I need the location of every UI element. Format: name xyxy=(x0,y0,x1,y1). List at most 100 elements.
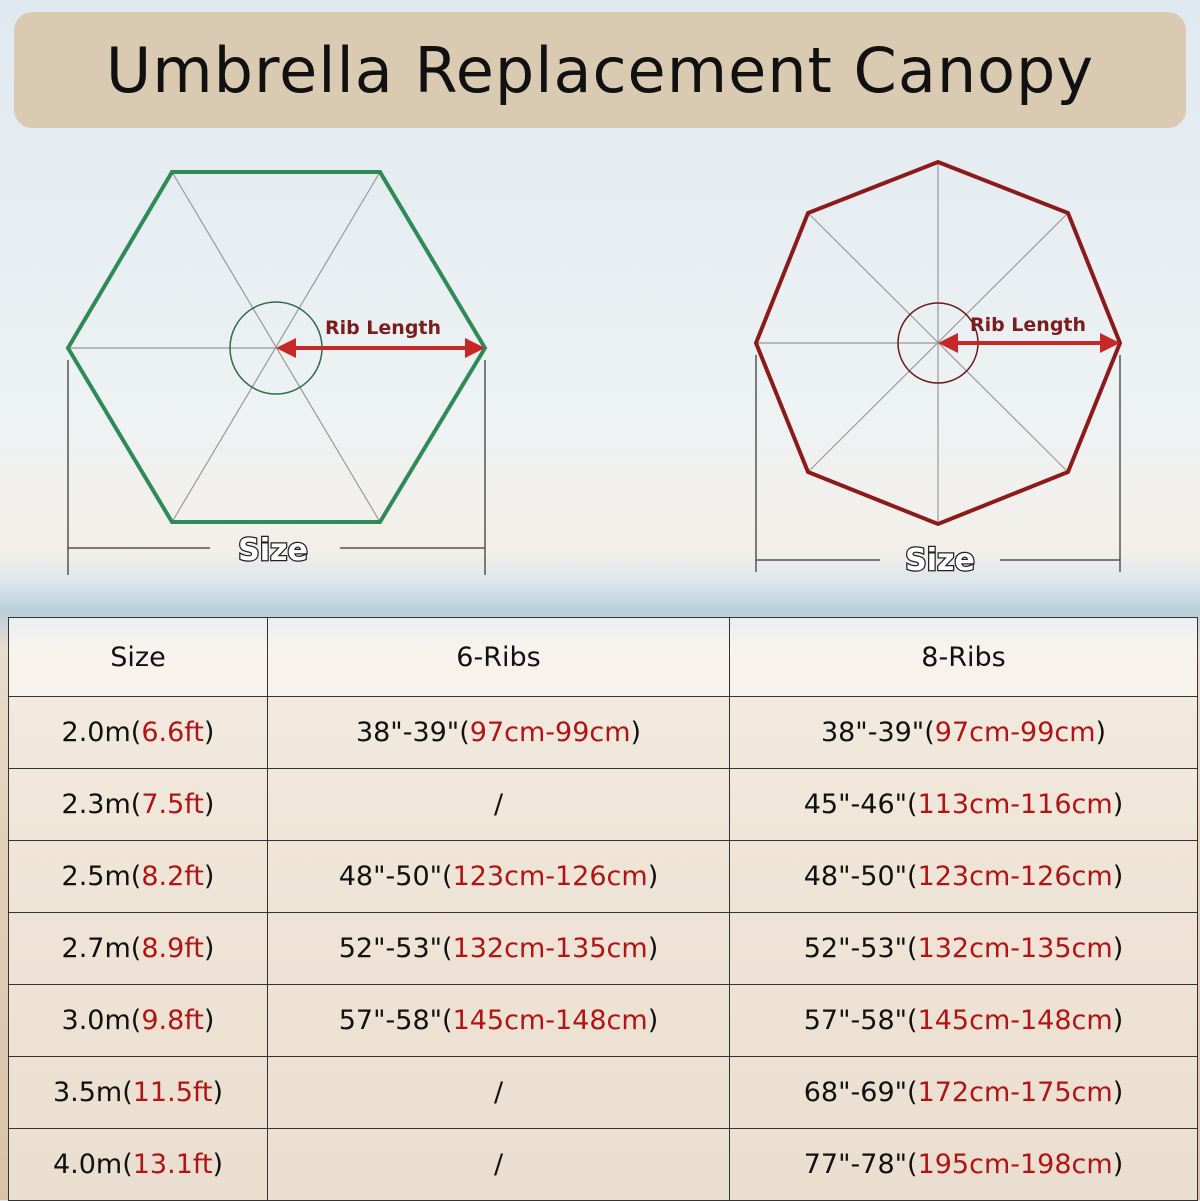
cell-text: ) xyxy=(212,1077,224,1108)
cell-text: 52"-53"( xyxy=(338,933,453,964)
cell-text: ) xyxy=(1112,1149,1124,1180)
cell-text: ) xyxy=(1112,1005,1124,1036)
size-label: Size xyxy=(905,543,975,578)
metric-value: 132cm-135cm xyxy=(917,933,1113,964)
table-cell: 68"-69"(172cm-175cm) xyxy=(730,1057,1198,1128)
cell-text: / xyxy=(493,789,504,820)
table-cell: 77"-78"(195cm-198cm) xyxy=(730,1129,1198,1200)
metric-value: 13.1ft xyxy=(132,1149,213,1180)
cell-text: ) xyxy=(203,861,215,892)
table-cell: 48"-50"(123cm-126cm) xyxy=(730,841,1198,912)
cell-text: / xyxy=(493,1149,504,1180)
table-row: 2.7m(8.9ft) 52"-53"(132cm-135cm) 52"-53"(1… xyxy=(8,913,1198,985)
header-cell: 8-Ribs xyxy=(730,618,1198,696)
header-cell: 6-Ribs xyxy=(268,618,730,696)
rib-length-label: Rib Length xyxy=(325,317,441,339)
cell-text: 52"-53"( xyxy=(803,933,918,964)
table-cell: 2.7m(8.9ft) xyxy=(8,913,268,984)
table-row: 2.3m(7.5ft) / 45"-46"(113cm-116cm) xyxy=(8,769,1198,841)
metric-value: 8.2ft xyxy=(141,861,204,892)
octagon-diagram: Rib Length Size xyxy=(753,159,1123,579)
header-row: Size 6-Ribs 8-Ribs xyxy=(8,617,1198,697)
cell-text: ) xyxy=(1112,789,1124,820)
metric-value: 145cm-148cm xyxy=(917,1005,1113,1036)
table-cell: 3.0m(9.8ft) xyxy=(8,985,268,1056)
table-cell: 52"-53"(132cm-135cm) xyxy=(268,913,730,984)
table-cell: 2.5m(8.2ft) xyxy=(8,841,268,912)
cell-text: 4.0m( xyxy=(52,1149,133,1180)
table-cell: 48"-50"(123cm-126cm) xyxy=(268,841,730,912)
cell-text: 57"-58"( xyxy=(338,1005,453,1036)
cell-text: 38"-39"( xyxy=(355,717,470,748)
metric-value: 132cm-135cm xyxy=(452,933,648,964)
header-cell: Size xyxy=(8,618,268,696)
table-cell: 38"-39"(97cm-99cm) xyxy=(730,697,1198,768)
metric-value: 123cm-126cm xyxy=(917,861,1113,892)
table-row: 3.0m(9.8ft) 57"-58"(145cm-148cm) 57"-58"(1… xyxy=(8,985,1198,1057)
cell-text: ) xyxy=(647,861,659,892)
metric-value: 6.6ft xyxy=(141,717,204,748)
table-cell: / xyxy=(268,1129,730,1200)
cell-text: 2.0m( xyxy=(61,717,142,748)
cell-text: 48"-50"( xyxy=(803,861,918,892)
cell-text: / xyxy=(493,1077,504,1108)
cell-text: 45"-46"( xyxy=(803,789,918,820)
cell-text: ) xyxy=(1112,933,1124,964)
table-cell: 57"-58"(145cm-148cm) xyxy=(268,985,730,1056)
table-cell: / xyxy=(268,1057,730,1128)
metric-value: 9.8ft xyxy=(141,1005,204,1036)
table-cell: 57"-58"(145cm-148cm) xyxy=(730,985,1198,1056)
cell-text: ) xyxy=(203,933,215,964)
table-cell: / xyxy=(268,769,730,840)
metric-value: 113cm-116cm xyxy=(917,789,1113,820)
cell-text: ) xyxy=(1112,1077,1124,1108)
metric-value: 97cm-99cm xyxy=(469,717,631,748)
cell-text: ) xyxy=(1095,717,1107,748)
cell-text: ) xyxy=(647,933,659,964)
cell-text: 2.5m( xyxy=(61,861,142,892)
table-cell: 52"-53"(132cm-135cm) xyxy=(730,913,1198,984)
metric-value: 11.5ft xyxy=(132,1077,213,1108)
metric-value: 7.5ft xyxy=(141,789,204,820)
diagrams: Rib Length Size Rib Length Size xyxy=(65,159,1123,579)
table-row: 2.5m(8.2ft) 48"-50"(123cm-126cm) 48"-50"(1… xyxy=(8,841,1198,913)
cell-text: 48"-50"( xyxy=(338,861,453,892)
rib-length-label: Rib Length xyxy=(970,314,1086,336)
metric-value: 195cm-198cm xyxy=(917,1149,1113,1180)
cell-text: ) xyxy=(203,717,215,748)
metric-value: 8.9ft xyxy=(141,933,204,964)
cell-text: ) xyxy=(630,717,642,748)
cell-text: 68"-69"( xyxy=(803,1077,918,1108)
title: Umbrella Replacement Canopy xyxy=(105,33,1095,107)
cell-text: 2.3m( xyxy=(61,789,142,820)
table-cell: 2.0m(6.6ft) xyxy=(8,697,268,768)
table-row: 4.0m(13.1ft) / 77"-78"(195cm-198cm) xyxy=(8,1129,1198,1201)
title-banner: Umbrella Replacement Canopy xyxy=(14,12,1186,128)
table-row: 3.5m(11.5ft) / 68"-69"(172cm-175cm) xyxy=(8,1057,1198,1129)
cell-text: 57"-58"( xyxy=(803,1005,918,1036)
cell-text: 3.5m( xyxy=(52,1077,133,1108)
table-cell: 4.0m(13.1ft) xyxy=(8,1129,268,1200)
table-row: 2.0m(6.6ft) 38"-39"(97cm-99cm) 38"-39"(97c… xyxy=(8,697,1198,769)
table-cell: 38"-39"(97cm-99cm) xyxy=(268,697,730,768)
hexagon-diagram: Rib Length Size xyxy=(65,170,488,575)
cell-text: ) xyxy=(203,789,215,820)
table-cell: 45"-46"(113cm-116cm) xyxy=(730,769,1198,840)
table-cell: 3.5m(11.5ft) xyxy=(8,1057,268,1128)
metric-value: 145cm-148cm xyxy=(452,1005,648,1036)
cell-text: 2.7m( xyxy=(61,933,142,964)
size-table: Size 6-Ribs 8-Ribs 2.0m(6.6ft) 38"-39"(97cm-… xyxy=(8,617,1198,1201)
cell-text: ) xyxy=(203,1005,215,1036)
size-label: Size xyxy=(238,533,308,568)
metric-value: 123cm-126cm xyxy=(452,861,648,892)
cell-text: 77"-78"( xyxy=(803,1149,918,1180)
cell-text: ) xyxy=(1112,861,1124,892)
metric-value: 97cm-99cm xyxy=(934,717,1096,748)
cell-text: ) xyxy=(647,1005,659,1036)
cell-text: 38"-39"( xyxy=(820,717,935,748)
cell-text: 3.0m( xyxy=(61,1005,142,1036)
table-cell: 2.3m(7.5ft) xyxy=(8,769,268,840)
cell-text: ) xyxy=(212,1149,224,1180)
metric-value: 172cm-175cm xyxy=(917,1077,1113,1108)
